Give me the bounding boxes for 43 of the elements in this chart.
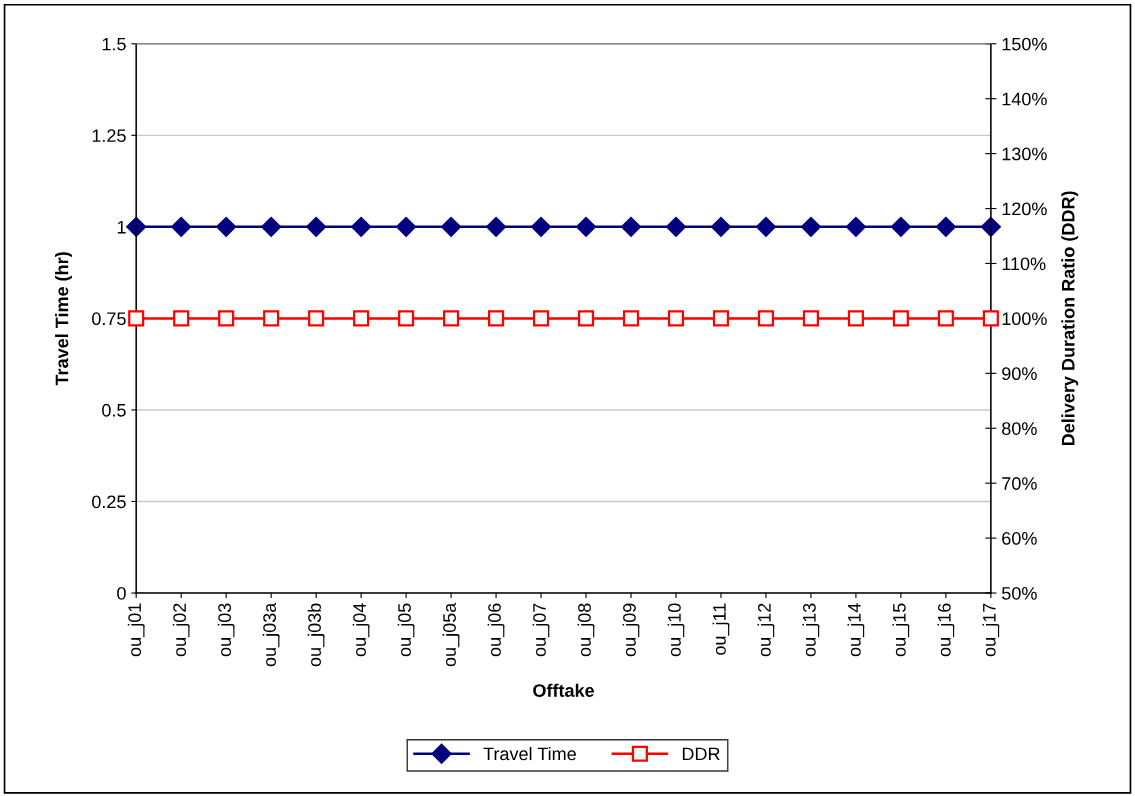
y-tick-label: 0.75 — [92, 312, 126, 326]
y2-tick-label: 80% — [1002, 422, 1037, 435]
y-tick-label: 0.5 — [102, 403, 126, 417]
x-tick-label: ou_j11 — [712, 603, 730, 655]
y2-tick-label: 100% — [1002, 312, 1047, 326]
y-tick-label: 1 — [117, 220, 126, 234]
y2-tick-label: 50% — [1001, 586, 1037, 600]
x-tick-label: ou_j05 — [397, 603, 415, 657]
y2-tick-label: 150% — [1002, 37, 1047, 51]
x-tick-label: ou_j02 — [172, 603, 190, 657]
x-tick-label: ou_j15 — [892, 603, 910, 657]
y-tick-label: 0.25 — [92, 495, 126, 509]
y2-axis-title: Delivery Duration Ratio (DDR) — [1061, 191, 1079, 446]
y2-tick-label: 70% — [1002, 477, 1037, 490]
x-tick-label: ou_j01 — [127, 603, 145, 657]
x-tick-label: ou_j12 — [757, 603, 775, 657]
x-tick-label: ou_j07 — [532, 603, 550, 657]
x-tick-label: ou_j14 — [847, 603, 865, 657]
x-tick-label: ou_j09 — [622, 603, 640, 657]
x-tick-label: ou_j03b — [307, 603, 325, 667]
legend-label: DDR — [682, 747, 720, 761]
x-tick-label: ou_j16 — [937, 603, 955, 657]
x-tick-label: ou_j04 — [352, 603, 370, 657]
x-tick-label: ou_j06 — [487, 603, 505, 657]
x-tick-label: ou_j08 — [577, 603, 595, 657]
y2-tick-label: 130% — [1002, 147, 1047, 161]
y-tick-label: 1.25 — [92, 129, 126, 143]
y2-tick-label: 90% — [1002, 367, 1037, 381]
y2-tick-label: 60% — [1002, 532, 1037, 545]
y2-tick-label: 120% — [1002, 202, 1047, 216]
x-tick-label: ou_j05a — [442, 602, 460, 667]
y2-tick-label: 110% — [1002, 257, 1046, 271]
y-tick-label: 1.5 — [102, 37, 126, 51]
x-tick-label: ou_j10 — [667, 603, 685, 657]
x-axis-title: Offtake — [533, 683, 595, 697]
y-axis-title: Travel Time (hr) — [55, 252, 72, 386]
y2-tick-label: 140% — [1002, 92, 1047, 106]
x-tick-label: ou_j17 — [982, 603, 1000, 657]
y-tick-label: 0 — [117, 586, 126, 600]
legend-label: Travel Time — [483, 747, 576, 761]
x-tick-label: ou_j13 — [802, 603, 820, 657]
x-tick-label: ou_j03 — [217, 603, 235, 657]
x-tick-label: ou_j03a — [262, 602, 280, 667]
